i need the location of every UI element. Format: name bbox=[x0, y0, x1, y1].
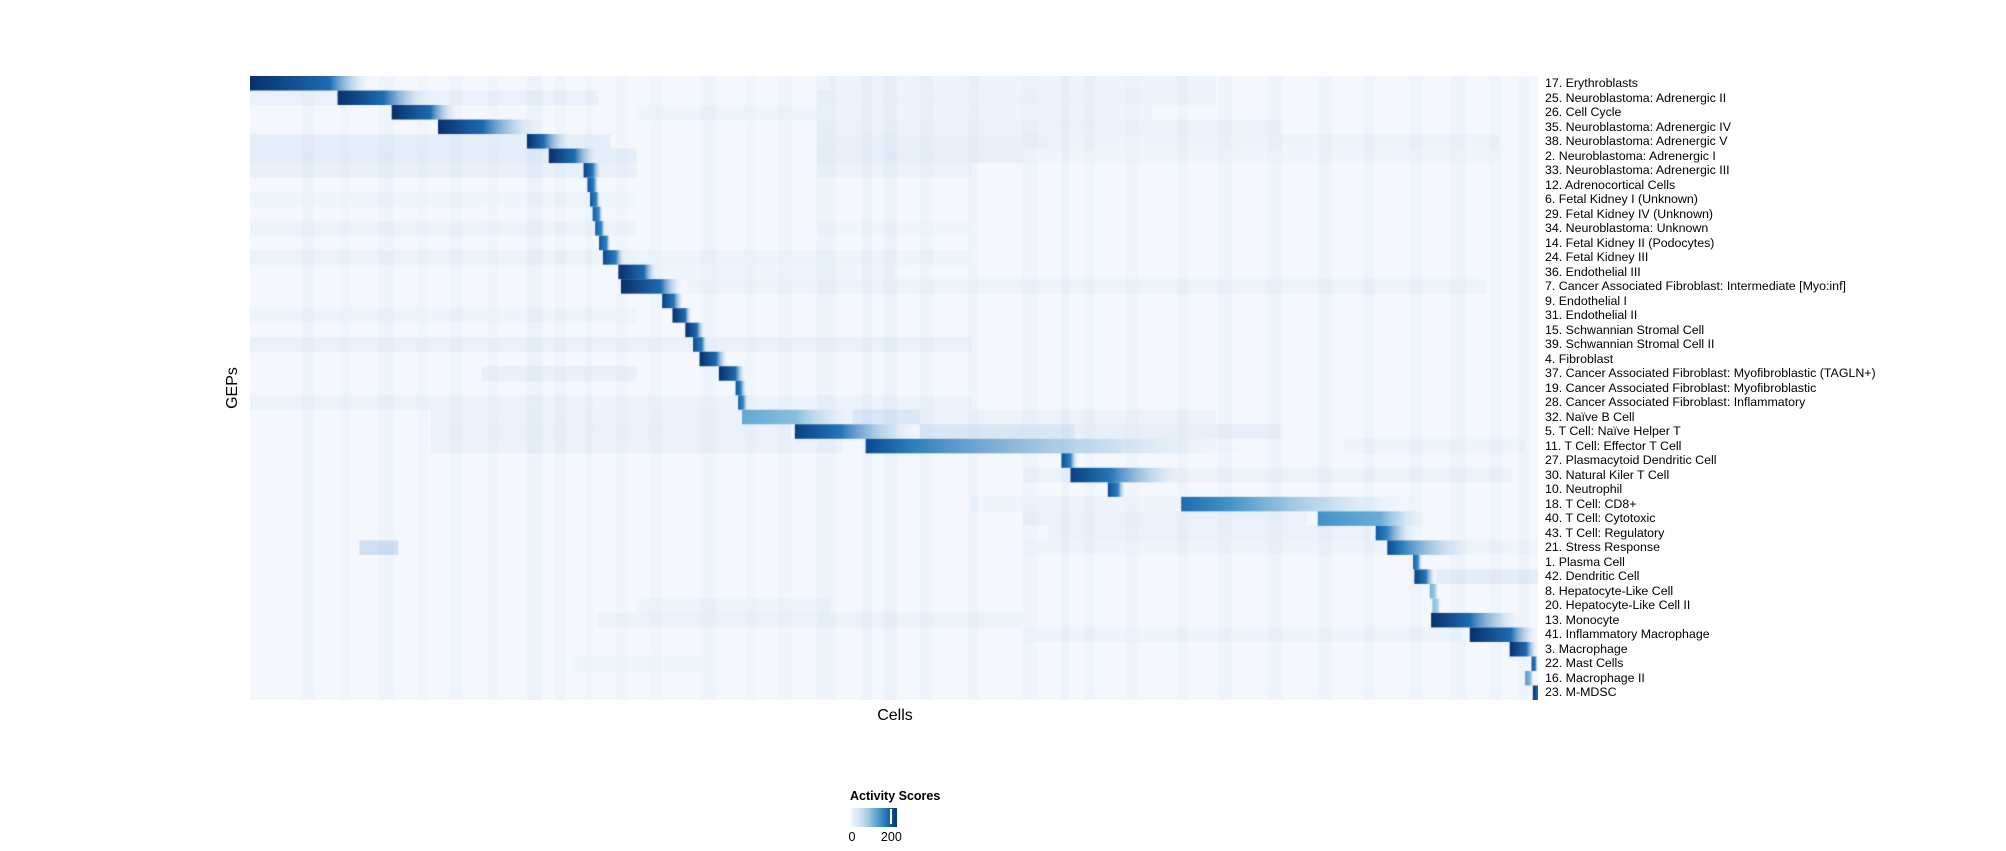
gep-row-label: 29. Fetal Kidney IV (Unknown) bbox=[1545, 206, 1714, 221]
gep-row-label: 30. Natural Kiler T Cell bbox=[1545, 467, 1670, 482]
gep-row-label: 26. Cell Cycle bbox=[1545, 105, 1622, 119]
gep-row-label: 17. Erythroblasts bbox=[1545, 76, 1638, 90]
gep-row-label: 33. Neuroblastoma: Adrenergic III bbox=[1545, 163, 1730, 177]
gep-row-label: 42. Dendritic Cell bbox=[1545, 569, 1640, 583]
legend-max-label: 200 bbox=[880, 830, 902, 844]
gep-row-label: 4. Fibroblast bbox=[1545, 351, 1614, 366]
gep-row-label: 22. Mast Cells bbox=[1545, 656, 1624, 670]
gep-row-label: 28. Cancer Associated Fibroblast: Inflam… bbox=[1545, 395, 1806, 409]
gep-row-label: 12. Adrenocortical Cells bbox=[1545, 177, 1676, 192]
gep-row-label: 11. T Cell: Effector T Cell bbox=[1545, 438, 1682, 453]
gep-row-label: 15. Schwannian Stromal Cell bbox=[1545, 322, 1705, 337]
gep-row-label: 37. Cancer Associated Fibroblast: Myofib… bbox=[1545, 366, 1876, 380]
y-axis-label: GEPs bbox=[224, 367, 241, 409]
gep-row-label: 3. Macrophage bbox=[1545, 641, 1628, 656]
gep-row-label: 40. T Cell: Cytotoxic bbox=[1545, 511, 1656, 525]
gep-row-label: 27. Plasmacytoid Dendritic Cell bbox=[1545, 453, 1717, 467]
gep-row-label: 41. Inflammatory Macrophage bbox=[1545, 627, 1710, 641]
gep-row-label: 19. Cancer Associated Fibroblast: Myofib… bbox=[1545, 380, 1817, 395]
gep-row-label: 35. Neuroblastoma: Adrenergic IV bbox=[1545, 119, 1731, 134]
gep-row-label: 13. Monocyte bbox=[1545, 612, 1620, 627]
gep-row-label: 2. Neuroblastoma: Adrenergic I bbox=[1545, 148, 1716, 163]
gep-row-label: 8. Hepatocyte-Like Cell bbox=[1545, 583, 1674, 598]
x-axis-label: Cells bbox=[877, 707, 913, 724]
activity-scores-legend: Activity Scores 0 200 bbox=[848, 789, 941, 846]
legend-gradient-bar bbox=[850, 808, 897, 827]
legend-min-label: 0 bbox=[848, 830, 856, 844]
gep-row-label: 7. Cancer Associated Fibroblast: Interme… bbox=[1545, 279, 1846, 293]
gep-row-label: 6. Fetal Kidney I (Unknown) bbox=[1545, 192, 1698, 206]
legend-tick-mark bbox=[890, 809, 893, 824]
legend-title: Activity Scores bbox=[850, 789, 941, 803]
gep-row-label: 23. M-MDSC bbox=[1545, 685, 1617, 699]
gep-row-label: 5. T Cell: Naïve Helper T bbox=[1545, 424, 1681, 438]
gep-row-label: 18. T Cell: CD8+ bbox=[1545, 496, 1637, 511]
gep-row-label: 39. Schwannian Stromal Cell II bbox=[1545, 337, 1715, 351]
gep-row-label: 38. Neuroblastoma: Adrenergic V bbox=[1545, 134, 1728, 148]
legend-tick-labels: 0 200 bbox=[848, 830, 902, 846]
gep-row-label: 36. Endothelial III bbox=[1545, 264, 1641, 279]
gep-row-label: 10. Neutrophil bbox=[1545, 482, 1623, 496]
gep-row-label: 32. Naïve B Cell bbox=[1545, 409, 1635, 424]
gep-row-label: 20. Hepatocyte-Like Cell II bbox=[1545, 598, 1691, 612]
heatmap-canvas bbox=[250, 76, 1538, 700]
gep-row-label: 24. Fetal Kidney III bbox=[1545, 250, 1649, 264]
gep-row-label: 21. Stress Response bbox=[1545, 540, 1661, 554]
gep-row-labels: 17. Erythroblasts 25. Neuroblastoma: Adre… bbox=[1545, 76, 2005, 700]
gep-row-label: 14. Fetal Kidney II (Podocytes) bbox=[1545, 235, 1715, 250]
gep-row-label: 34. Neuroblastoma: Unknown bbox=[1545, 221, 1709, 235]
gep-row-label: 1. Plasma Cell bbox=[1545, 554, 1625, 569]
gep-row-label: 31. Endothelial II bbox=[1545, 308, 1638, 322]
gep-row-label: 9. Endothelial I bbox=[1545, 293, 1627, 308]
gep-row-label: 25. Neuroblastoma: Adrenergic II bbox=[1545, 90, 1727, 105]
gep-row-label: 43. T Cell: Regulatory bbox=[1545, 525, 1665, 540]
gep-row-label: 16. Macrophage II bbox=[1545, 670, 1645, 685]
